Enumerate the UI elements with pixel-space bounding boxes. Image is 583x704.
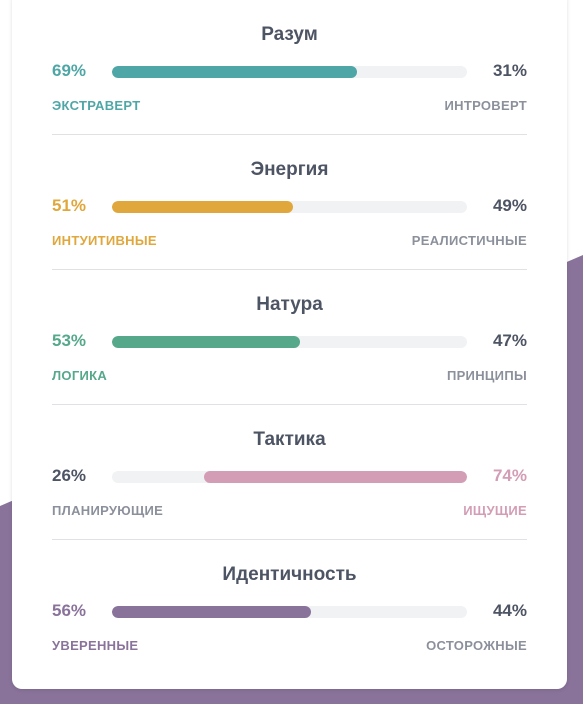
- left-percent: 56%: [52, 601, 87, 620]
- right-label: ПРИНЦИПЫ: [446, 368, 527, 383]
- left-label: УВЕРЕННЫЕ: [52, 638, 139, 653]
- left-percent: 53%: [52, 331, 87, 350]
- left-percent: 51%: [52, 196, 87, 215]
- left-percent: 69%: [52, 61, 87, 80]
- trait-bar-fill: [112, 66, 357, 78]
- trait-title: Идентичность: [222, 564, 357, 585]
- trait-bar-fill: [112, 201, 294, 213]
- right-percent: 47%: [492, 331, 527, 350]
- trait-tactics: Тактика 26% 74% ПЛАНИРУЮЩИЕ ИЩУЩИЕ: [52, 405, 527, 540]
- trait-energy: Энергия 51% 49% ИНТУИТИВНЫЕ РЕАЛИСТИЧНЫЕ: [52, 135, 527, 270]
- trait-title: Энергия: [250, 159, 329, 180]
- trait-title: Натура: [256, 294, 323, 315]
- trait-bar: [112, 471, 467, 483]
- right-percent: 49%: [492, 196, 527, 215]
- left-label: ИНТУИТИВНЫЕ: [52, 233, 157, 248]
- personality-traits-card: Разум 69% 31% ЭКСТРАВЕРТ ИНТРОВЕРТ Энерг…: [12, 0, 567, 689]
- trait-bar-fill: [112, 336, 301, 348]
- trait-mind: Разум 69% 31% ЭКСТРАВЕРТ ИНТРОВЕРТ: [52, 0, 527, 135]
- trait-bar-fill: [204, 471, 467, 483]
- right-label: ОСТОРОЖНЫЕ: [426, 638, 527, 653]
- trait-bar: [112, 201, 467, 213]
- trait-bar-fill: [112, 606, 311, 618]
- left-label: ЛОГИКА: [52, 368, 108, 383]
- left-label: ЭКСТРАВЕРТ: [52, 98, 141, 113]
- right-label: РЕАЛИСТИЧНЫЕ: [411, 233, 527, 248]
- trait-bar: [112, 336, 467, 348]
- right-label: ИНТРОВЕРТ: [444, 98, 527, 113]
- trait-nature: Натура 53% 47% ЛОГИКА ПРИНЦИПЫ: [52, 270, 527, 405]
- left-percent: 26%: [52, 466, 87, 485]
- trait-bar: [112, 606, 467, 618]
- right-percent: 31%: [492, 61, 527, 80]
- trait-title: Разум: [261, 24, 318, 45]
- right-label: ИЩУЩИЕ: [463, 503, 527, 518]
- trait-bar: [112, 66, 467, 78]
- right-percent: 74%: [492, 466, 527, 485]
- right-percent: 44%: [492, 601, 527, 620]
- trait-title: Тактика: [253, 429, 326, 450]
- left-label: ПЛАНИРУЮЩИЕ: [52, 503, 164, 518]
- trait-identity: Идентичность 56% 44% УВЕРЕННЫЕ ОСТОРОЖНЫ…: [52, 540, 527, 675]
